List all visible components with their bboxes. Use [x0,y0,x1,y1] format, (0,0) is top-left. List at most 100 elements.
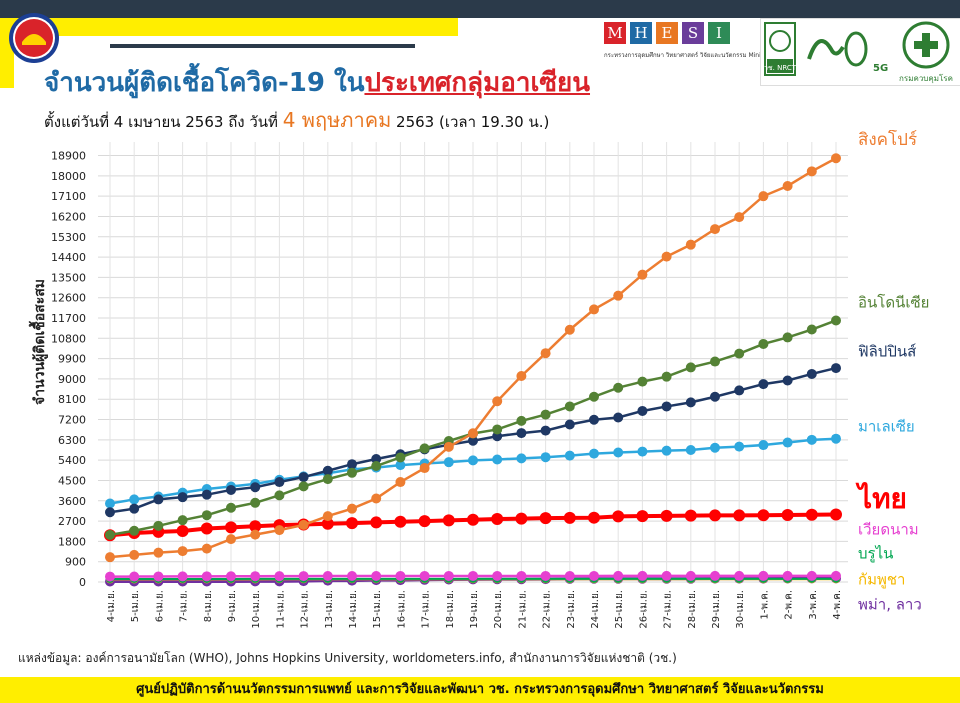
series-point [443,457,454,468]
y-tick-label: 16200 [51,210,86,223]
series-point [612,510,625,523]
series-point [660,509,673,522]
series-point [637,446,648,457]
series-point [613,447,624,458]
series-label: เวียดนาม [858,520,919,538]
mhesi-caption: กระทรวงการอุดมศึกษา วิทยาศาสตร์ วิจัยและ… [604,52,762,59]
y-tick-label: 9900 [58,353,86,366]
mhesi-letter-h: H [630,22,652,44]
nrct-label: วช. NRCT [764,64,797,72]
series-point [322,571,333,582]
x-tick-label: 13-เม.ย. [324,590,335,629]
series-point [321,517,334,530]
series-point [394,515,407,528]
series-point [492,396,503,407]
x-tick-label: 14-เม.ย. [348,590,359,629]
series-point [347,570,357,581]
y-tick-label: 18900 [51,150,86,163]
series-point [274,477,285,488]
series-point [540,425,551,436]
series-label: สิงคโปร์ [858,130,917,150]
series-point [831,315,841,326]
series-point [661,570,672,581]
series-point [831,363,841,374]
series-point [226,571,236,582]
series-label: บรูไน [858,544,893,562]
series-point [370,516,383,529]
series-point [589,414,599,425]
series-point [758,379,769,390]
series-point [758,570,769,581]
series-point [201,510,212,521]
series-point [782,570,793,581]
y-tick-label: 10800 [51,332,86,345]
series-point [468,455,478,466]
x-tick-label: 5-เม.ย. [130,590,141,622]
series-point [685,570,696,581]
series-point [346,517,358,530]
series-point [757,509,770,522]
title-highlight: ประเทศกลุ่มอาเซียน [364,68,591,98]
series-point [201,543,212,554]
series-point [806,368,817,379]
series-point [734,570,745,581]
series-point [443,441,454,452]
series-point [539,512,552,525]
y-tick-label: 11700 [51,312,86,325]
series-point [564,401,575,412]
x-tick-label: 23-เม.ย. [566,590,577,629]
series-point [782,437,793,448]
x-tick-label: 22-เม.ย. [542,590,553,629]
x-tick-label: 27-เม.ย. [663,590,674,629]
y-tick-label: 2700 [58,515,86,528]
covid-cases-line-chart: 0 900 1800 2700 3600 4500 5400 6300 7200 8100 9000… [28,130,929,629]
series-point [250,571,261,582]
mhesi-letter-e: E [656,22,678,44]
x-tick-label: 26-เม.ย. [638,590,649,629]
series-point [419,443,430,454]
y-tick-label: 8100 [58,393,86,406]
series-point [684,509,697,522]
data-source-note: แหล่งข้อมูล: องค์การอนามัยโลก (WHO), Joh… [18,651,677,665]
series-point [249,520,262,533]
nrct-logo-icon [764,22,796,76]
series-point [468,570,478,581]
x-tick-label: 11-เม.ย. [275,590,286,629]
series-point [805,508,818,521]
series-point [442,514,455,527]
series-point [637,269,648,280]
series-point [105,507,115,518]
x-tick-label: 20-เม.ย. [493,590,504,629]
series-point [540,452,551,463]
series-point [661,445,672,456]
series-point [177,546,188,557]
x-tick-label: 25-เม.ย. [614,590,625,629]
y-tick-label: 3600 [58,495,86,508]
series-point [637,570,648,581]
mhesi-letter-m: M [604,22,626,44]
series-point [347,467,357,478]
x-tick-label: 29-เม.ย. [711,590,722,629]
series-point [153,520,164,531]
series-point [782,375,793,386]
series-point [347,503,357,514]
series-label: กัมพูชา [858,570,905,588]
series-point [589,448,599,459]
series-point [516,415,527,426]
series-point [322,474,333,485]
x-tick-label: 19-เม.ย. [469,590,480,629]
series-point [589,304,599,315]
series-point [177,571,188,582]
series-point [468,435,478,446]
series-point [250,482,261,493]
series-point [563,511,576,524]
series-point [129,549,140,560]
series-point [492,454,503,465]
series-point [637,405,648,416]
series-point [274,525,285,536]
x-tick-label: 7-เม.ย. [179,590,190,622]
x-tick-label: 24-เม.ย. [590,590,601,629]
series-point [806,166,817,177]
series-point [395,570,406,581]
series-point [371,461,382,472]
